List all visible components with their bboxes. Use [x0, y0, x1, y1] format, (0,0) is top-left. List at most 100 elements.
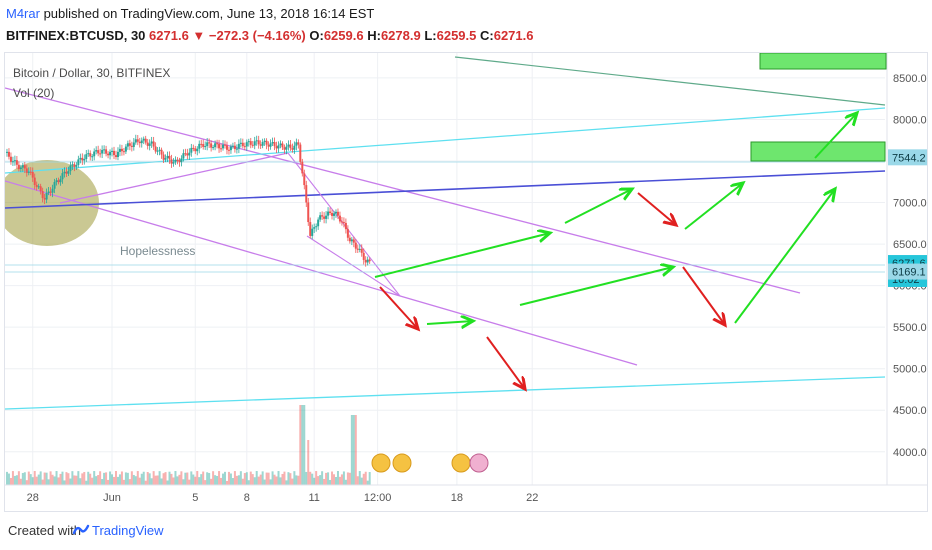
volume-bar	[225, 480, 228, 485]
candle-body	[49, 191, 52, 193]
volume-bar	[190, 471, 193, 485]
volume-bar	[5, 471, 8, 485]
candle-body	[368, 259, 371, 262]
event-icons[interactable]	[371, 453, 489, 473]
volume-bar	[93, 471, 96, 485]
time-axis[interactable]: 28 Jun 5 8 11 12:00 18 22	[27, 492, 539, 504]
candle-body	[303, 173, 306, 186]
candle-body	[321, 215, 324, 217]
candle-body	[194, 148, 197, 152]
volume-bar	[354, 415, 357, 485]
candle-body	[325, 215, 328, 219]
candle-body	[77, 159, 80, 166]
volume-bar	[360, 477, 363, 485]
candle-body	[257, 140, 260, 145]
candle-body	[307, 202, 310, 223]
candle-body	[148, 143, 151, 146]
chart-header: M4rar published on TradingView.com, June…	[0, 0, 932, 50]
projection-arrows	[374, 113, 857, 389]
green-arrow	[564, 189, 632, 224]
volume-bar	[91, 477, 94, 485]
volume-bar	[214, 475, 217, 485]
volume-bar	[37, 474, 40, 485]
candle-body	[21, 165, 24, 168]
flag-icon[interactable]	[392, 453, 412, 473]
volume-bar	[53, 476, 56, 485]
candle-body	[301, 161, 304, 174]
volume-bar	[85, 480, 88, 485]
candle-body	[206, 142, 209, 147]
price-label-box	[888, 263, 928, 280]
candle-body	[107, 153, 110, 156]
volume-bar	[182, 479, 185, 485]
price-chart[interactable]: Bitcoin / Dollar, 30, BITFINEX Vol (20) …	[0, 52, 928, 511]
red-arrow	[486, 336, 525, 389]
author-name[interactable]: M4rar	[6, 6, 40, 21]
volume-bar	[172, 477, 175, 485]
volume-bar	[277, 471, 280, 485]
volume-bar	[150, 478, 153, 485]
volume-bar	[158, 471, 161, 485]
volume-bar	[297, 475, 300, 485]
candle-body	[83, 158, 86, 161]
volume-bar	[184, 472, 187, 485]
candle-body	[35, 184, 38, 187]
flag-icon[interactable]	[371, 453, 391, 473]
lower-channel-line	[4, 180, 638, 366]
candle-body	[5, 151, 8, 153]
volume-bar	[17, 471, 20, 485]
candle-body	[265, 140, 268, 145]
volume-bar	[134, 476, 137, 485]
volume-bar	[152, 471, 155, 485]
y-tick-label: 8500.0	[893, 73, 927, 85]
candle-body	[128, 143, 131, 146]
volume-bar	[235, 475, 238, 485]
volume-bar	[200, 474, 203, 485]
candle-body	[69, 165, 72, 172]
volume-bar	[257, 476, 260, 485]
close-label: C:	[480, 28, 494, 43]
volume-bar	[97, 475, 100, 485]
volume-bar	[198, 477, 201, 485]
tradingview-logo-icon[interactable]	[72, 521, 90, 539]
volume-bar	[229, 473, 232, 485]
candle-body	[235, 148, 238, 150]
candle-body	[97, 150, 100, 154]
volume-bar	[239, 471, 242, 485]
candle-body	[208, 142, 211, 144]
volume-bar	[267, 472, 270, 485]
volume-bar	[107, 479, 110, 485]
volume-bar	[251, 474, 254, 485]
volume-bar	[358, 471, 361, 485]
volume-bar	[33, 471, 36, 485]
candle-body	[103, 149, 106, 151]
volume-bar	[59, 473, 62, 485]
volume-bar	[128, 479, 131, 485]
volume-bar	[227, 471, 230, 485]
chart-area[interactable]: Bitcoin / Dollar, 30, BITFINEX Vol (20) …	[0, 52, 928, 512]
trend-lines	[4, 56, 886, 410]
volume-bar	[87, 471, 90, 485]
flag-icon[interactable]	[469, 453, 489, 473]
volume-bar	[116, 476, 119, 485]
candle-body	[132, 142, 135, 147]
volume-bar	[273, 474, 276, 485]
candle-body	[329, 211, 332, 213]
volume-bar	[146, 472, 149, 485]
tradingview-brand[interactable]: TradingView	[92, 523, 164, 538]
volume-bar	[348, 472, 351, 485]
candle-body	[342, 221, 345, 223]
candle-body	[23, 165, 26, 169]
flag-icon[interactable]	[451, 453, 471, 473]
volume-bar	[301, 405, 304, 485]
candle-body	[237, 143, 240, 149]
candle-body	[297, 142, 300, 145]
volume-bar	[271, 471, 274, 485]
candle-body	[229, 146, 232, 151]
candle-body	[354, 242, 357, 249]
volume-bar	[41, 479, 44, 485]
symbol-name[interactable]: BITFINEX:BTCUSD, 30	[6, 28, 146, 43]
volume-bar	[309, 471, 312, 485]
volume-bar	[180, 471, 183, 485]
volume-bar	[95, 476, 98, 485]
